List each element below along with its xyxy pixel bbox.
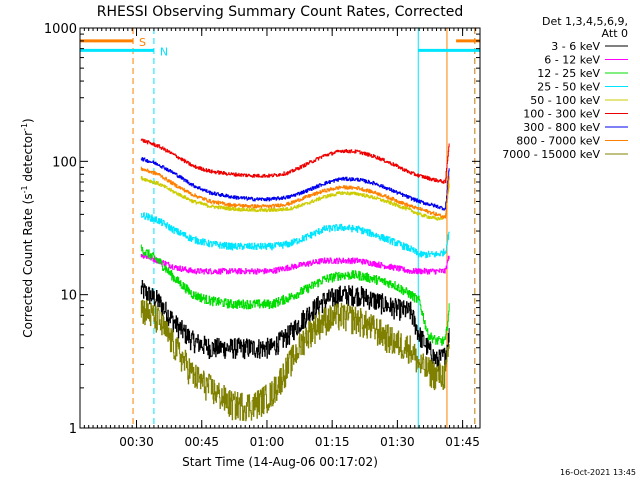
x-tick-label-0: 00:30 — [119, 435, 154, 449]
legend-label-6: 300 - 800 keV — [523, 121, 600, 134]
marker-label-s: S — [139, 36, 146, 49]
y-tick-label-0: 1 — [69, 422, 77, 437]
plot-content: SN — [80, 28, 480, 428]
y-tick-label-1: 10 — [60, 289, 77, 304]
series-line-8 — [140, 299, 450, 422]
y-axis-label: Corrected Count Rate (s-1 detector-1) — [20, 118, 35, 337]
x-tick-label-5: 01:45 — [445, 435, 480, 449]
series-line-5 — [140, 138, 450, 184]
series-line-4 — [140, 176, 450, 221]
x-tick-label-1: 00:45 — [184, 435, 219, 449]
series-line-7 — [140, 166, 450, 219]
x-axis-label: Start Time (14-Aug-06 00:17:02) — [182, 455, 378, 469]
y-tick-label-2: 100 — [52, 155, 77, 170]
x-axis: 00:30 00:45 01:00 01:15 01:30 01:45 — [79, 28, 481, 449]
legend-header-line-1: Det 1,3,4,5,6,9, — [542, 15, 628, 28]
legend-label-3: 25 - 50 keV — [537, 81, 600, 94]
legend-label-4: 50 - 100 keV — [530, 94, 600, 107]
footer-date: 16-Oct-2021 13:45 — [560, 468, 636, 477]
legend-label-2: 12 - 25 keV — [537, 67, 600, 80]
legend-label-8: 7000 - 15000 keV — [502, 148, 600, 161]
y-axis: 1 10 100 1000 — [44, 22, 480, 437]
legend-label-0: 3 - 6 keV — [551, 40, 600, 53]
series-line-1 — [140, 253, 450, 275]
x-tick-label-3: 01:15 — [315, 435, 350, 449]
marker-label-n: N — [160, 45, 168, 58]
legend-label-7: 800 - 7000 keV — [516, 135, 600, 148]
chart-title: RHESSI Observing Summary Count Rates, Co… — [97, 4, 463, 20]
series-line-3 — [140, 212, 450, 259]
series-line-0 — [140, 280, 450, 371]
legend-header: Det 1,3,4,5,6,9, Att 0 — [542, 15, 628, 40]
series-line-6 — [140, 157, 450, 211]
x-tick-label-4: 01:30 — [380, 435, 415, 449]
x-tick-label-2: 01:00 — [250, 435, 285, 449]
legend-label-1: 6 - 12 keV — [544, 54, 600, 67]
legend-label-5: 100 - 300 keV — [523, 108, 600, 121]
y-tick-label-3: 1000 — [44, 22, 77, 37]
legend-header-line-2: Att 0 — [602, 27, 628, 40]
series-line-2 — [140, 244, 450, 346]
